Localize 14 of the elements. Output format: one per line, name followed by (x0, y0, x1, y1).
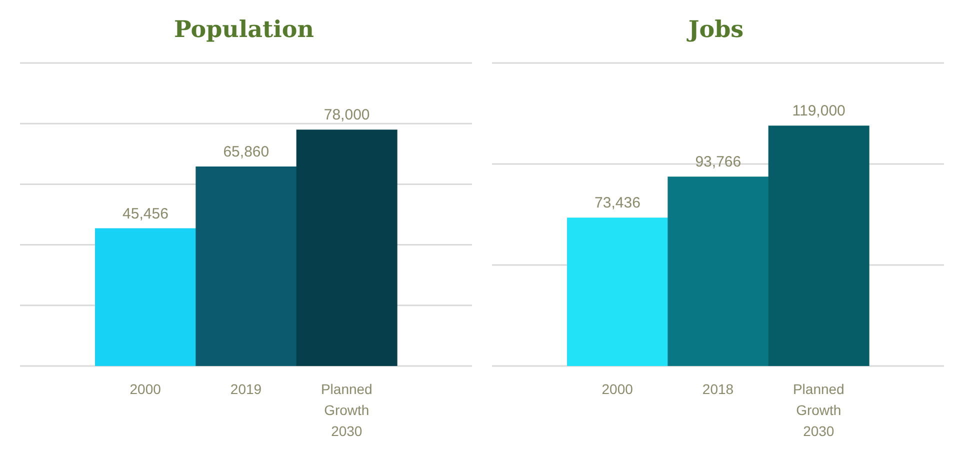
x-tick-label: 2000 (602, 381, 634, 397)
x-tick-label: 2000 (130, 381, 162, 397)
data-label: 93,766 (695, 154, 742, 171)
data-label: 45,456 (122, 205, 168, 222)
chart-title: Population (173, 16, 315, 43)
data-label: 78,000 (324, 106, 370, 124)
x-tick-label: Planned Growth 2030 (320, 381, 372, 439)
x-tick-label: 2019 (230, 381, 262, 397)
chart-title: Jobs (686, 16, 745, 43)
data-label: 65,860 (223, 143, 270, 160)
x-tick-label: Planned Growth 2030 (792, 381, 844, 439)
data-label: 73,436 (594, 194, 640, 212)
x-tick-label: 2018 (702, 381, 734, 397)
data-label: 119,000 (792, 102, 846, 120)
